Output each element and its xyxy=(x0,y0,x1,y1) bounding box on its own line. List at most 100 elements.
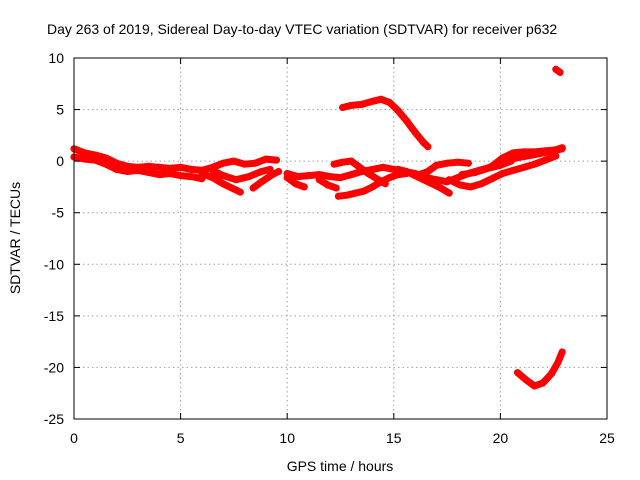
axes: 0 5 10 15 20 25 -25 -20 -15 -10 -5 0 5 10 xyxy=(44,50,615,446)
data-point xyxy=(364,170,372,177)
data-point xyxy=(300,183,308,191)
data-point xyxy=(351,189,359,197)
data-point xyxy=(292,180,300,188)
data-point xyxy=(411,128,419,136)
y-tick-label: -20 xyxy=(44,359,64,375)
data-point xyxy=(488,162,496,170)
data-point xyxy=(509,149,517,157)
data-point xyxy=(315,171,323,179)
data-point xyxy=(379,163,387,171)
series-track-8 xyxy=(315,176,340,192)
data-point xyxy=(377,178,385,186)
data-point xyxy=(558,348,566,356)
series-track xyxy=(249,168,283,192)
data-point xyxy=(541,147,549,155)
series-track-11 xyxy=(394,165,453,197)
series-track xyxy=(339,95,432,151)
data-point xyxy=(415,171,423,179)
data-point xyxy=(471,169,479,176)
data-point xyxy=(424,143,432,151)
data-point xyxy=(358,100,366,108)
data-point xyxy=(145,169,153,176)
data-point xyxy=(245,173,253,181)
data-point xyxy=(347,157,355,165)
data-point xyxy=(219,180,227,188)
data-point xyxy=(219,159,227,167)
data-point xyxy=(403,117,411,125)
data-point xyxy=(102,160,110,168)
data-point xyxy=(262,155,270,163)
data-point xyxy=(268,171,276,179)
data-point xyxy=(520,148,528,156)
x-tick-label: 15 xyxy=(386,430,402,446)
data-point xyxy=(219,172,227,180)
data-point xyxy=(456,181,464,189)
data-point xyxy=(209,166,217,174)
data-point xyxy=(509,166,517,174)
series-track-12 xyxy=(415,158,472,179)
data-point xyxy=(552,146,560,154)
data-point xyxy=(522,376,530,384)
data-point xyxy=(236,188,244,196)
data-point xyxy=(347,101,355,109)
data-point xyxy=(305,172,312,180)
data-point xyxy=(443,159,451,167)
x-tick-label: 0 xyxy=(70,430,78,446)
data-point xyxy=(445,189,453,197)
x-tick-label: 5 xyxy=(177,430,185,446)
y-tick-label: 10 xyxy=(48,50,64,66)
data-point xyxy=(273,156,280,164)
data-point xyxy=(249,184,257,192)
data-point xyxy=(155,163,163,171)
series-track-15 xyxy=(488,144,566,170)
data-point xyxy=(258,178,266,186)
data-point xyxy=(123,168,131,175)
data-point xyxy=(548,370,556,378)
data-point xyxy=(91,156,99,164)
data-point xyxy=(445,176,453,184)
data-point xyxy=(332,184,340,192)
plot-frame xyxy=(73,57,608,420)
data-point xyxy=(251,159,259,167)
data-point xyxy=(232,176,240,184)
data-point xyxy=(81,155,89,163)
data-series xyxy=(70,65,566,390)
data-point xyxy=(531,382,538,390)
data-point xyxy=(432,161,440,169)
data-point xyxy=(428,180,436,188)
data-point xyxy=(531,160,538,168)
series-track-7 xyxy=(283,174,308,191)
data-point xyxy=(337,174,344,182)
data-point xyxy=(488,175,496,183)
data-point xyxy=(330,160,338,168)
data-point xyxy=(134,166,142,174)
x-tick-label: 10 xyxy=(279,430,295,446)
data-point xyxy=(177,172,185,180)
data-point xyxy=(507,157,515,165)
data-point xyxy=(334,192,342,200)
x-tick-label: 20 xyxy=(493,430,509,446)
data-point xyxy=(531,148,538,156)
data-point xyxy=(324,181,332,189)
y-tick-label: -10 xyxy=(44,256,64,272)
data-point xyxy=(377,95,385,103)
data-point xyxy=(187,165,195,173)
data-point xyxy=(499,154,506,162)
data-point xyxy=(467,183,475,191)
data-point xyxy=(102,154,110,162)
series-track-5 xyxy=(249,168,283,192)
series-track-13 xyxy=(445,152,560,191)
data-point xyxy=(360,187,368,195)
data-point xyxy=(155,171,163,179)
data-point xyxy=(386,98,393,106)
data-point xyxy=(356,163,364,171)
data-point xyxy=(258,168,266,175)
chart-title: Day 263 of 2019, Sidereal Day-to-day VTE… xyxy=(47,21,557,37)
data-point xyxy=(556,68,564,76)
series-track-4 xyxy=(209,165,274,184)
data-point xyxy=(520,163,528,171)
grid xyxy=(74,58,607,419)
x-axis-label: GPS time / hours xyxy=(287,458,394,474)
data-point xyxy=(539,379,547,387)
data-point xyxy=(458,171,466,179)
